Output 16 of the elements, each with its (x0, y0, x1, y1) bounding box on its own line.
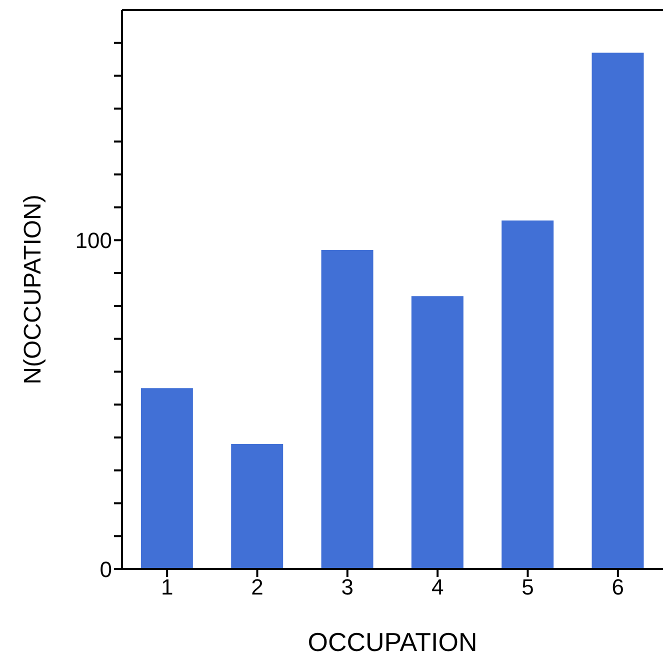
bar (231, 444, 284, 569)
x-tick-label: 6 (612, 574, 624, 600)
bar (411, 296, 464, 569)
x-tick-label: 1 (160, 574, 174, 600)
bar (140, 388, 193, 569)
bar (592, 52, 644, 569)
x-tick-label: 3 (341, 574, 354, 600)
x-tick-label: 2 (251, 574, 264, 600)
x-tick-label: 4 (431, 574, 444, 600)
y-axis-title: N(OCCUPATION) (20, 194, 47, 384)
bar (502, 220, 554, 569)
bar (321, 250, 374, 569)
y-tick-label: 0 (100, 556, 112, 582)
y-tick-label: 100 (75, 228, 112, 253)
x-tick-label: 5 (522, 574, 534, 600)
x-axis-title: OCCUPATION (308, 627, 478, 657)
